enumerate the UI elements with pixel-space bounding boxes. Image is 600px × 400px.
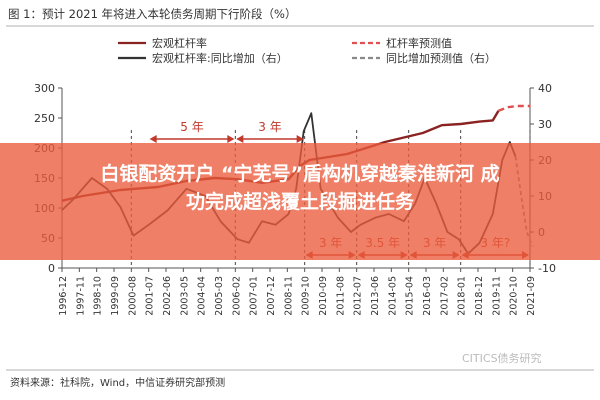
series-line-2 — [498, 104, 531, 112]
upper-arrow-1-head-left — [149, 135, 157, 143]
x-tick-label: 2008-11 — [283, 276, 294, 316]
x-tick-label: 2018-01 — [457, 276, 468, 316]
left-tick-label: 250 — [34, 112, 55, 125]
banner-text: 白银配资开户 “宁芜号”盾构机穿越秦淮新河 成 功完成超浅覆土段掘进任务 — [0, 160, 600, 216]
legend-label-4: 同比增加预测值（右） — [386, 51, 496, 65]
x-tick-label: 2015-04 — [405, 276, 416, 316]
chart-title: 图 1：预计 2021 年将进入本轮债务周期下行阶段（%） — [8, 7, 296, 21]
x-tick-label: 2007-01 — [249, 276, 260, 316]
x-tick-label: 2016-03 — [422, 276, 433, 316]
x-tick-label: 2021-09 — [526, 276, 537, 316]
x-tick-label: 2018-12 — [474, 276, 485, 316]
x-tick-label: 2014-05 — [387, 276, 398, 316]
x-tick-label: 2000-08 — [127, 276, 138, 316]
x-tick-label: 1999-09 — [110, 276, 121, 316]
x-tick-label: 2002-06 — [162, 276, 173, 316]
watermark: CITICS债务研究 — [462, 351, 542, 365]
x-tick-label: 2011-08 — [335, 276, 346, 316]
source-note: 资料来源：社科院，Wind，中信证券研究部预测 — [10, 376, 225, 389]
banner-line-2: 功完成超浅覆土段掘进任务 — [185, 191, 414, 213]
x-tick-label: 2017-02 — [439, 276, 450, 316]
upper-arrow-2-label: 3 年 — [258, 120, 281, 134]
x-tick-label: 2006-02 — [231, 276, 242, 316]
x-tick-label: 2013-06 — [370, 276, 381, 316]
x-tick-label: 2010-09 — [318, 276, 329, 316]
legend-label-3: 宏观杠杆率:同比增加（右） — [152, 51, 288, 65]
x-tick-label: 2012-07 — [353, 276, 364, 316]
upper-arrow-2-head-right — [296, 135, 304, 143]
upper-arrow-2-head-left — [236, 135, 244, 143]
x-tick-label: 1997-11 — [75, 276, 86, 316]
right-tick-label: -10 — [538, 262, 556, 275]
x-tick-label: 2020-10 — [509, 276, 520, 316]
legend-label-1: 宏观杠杆率 — [152, 36, 207, 50]
legend-label-2: 杠杆率预测值 — [386, 36, 452, 50]
overlay-banner — [0, 143, 600, 260]
x-tick-label: 1996-12 — [58, 276, 69, 316]
x-tick-label: 2009-10 — [301, 276, 312, 316]
upper-arrow-1-label: 5 年 — [180, 120, 203, 134]
x-tick-label: 2003-05 — [179, 276, 190, 316]
x-tick-label: 2001-07 — [145, 276, 156, 316]
x-tick-label: 2005-03 — [214, 276, 225, 316]
right-tick-label: 40 — [538, 82, 552, 95]
x-axis: 1996-12 1997-11 1998-10 1999-09 2000-08 2001-… — [58, 268, 537, 316]
x-tick-label: 2019-11 — [491, 276, 502, 316]
x-tick-label: 1998-10 — [93, 276, 104, 316]
banner-line-1: 白银配资开户 “宁芜号”盾构机穿越秦淮新河 成 — [100, 163, 500, 185]
x-tick-label: 2007-12 — [266, 276, 277, 316]
left-tick-label: 0 — [48, 262, 55, 275]
upper-arrow-1-head-right — [227, 135, 235, 143]
x-tick-label: 2004-04 — [197, 276, 208, 316]
right-tick-label: 30 — [538, 118, 552, 131]
left-tick-label: 300 — [34, 82, 55, 95]
